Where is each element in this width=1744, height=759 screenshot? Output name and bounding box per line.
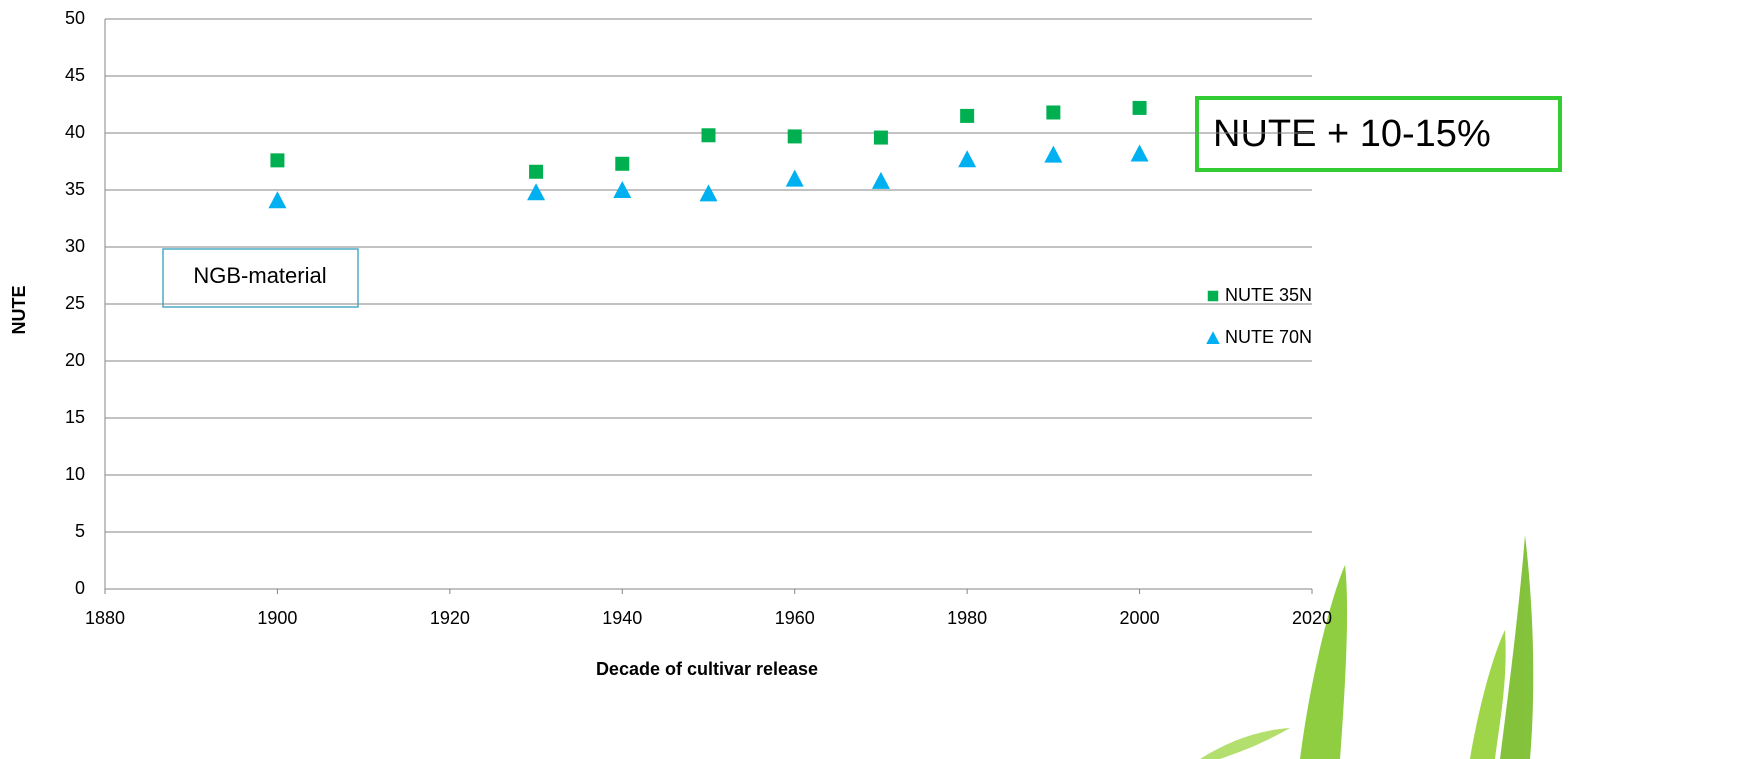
legend-marker bbox=[1208, 291, 1219, 302]
x-axis-title: Decade of cultivar release bbox=[596, 659, 818, 679]
y-axis-title: NUTE bbox=[9, 286, 29, 335]
data-point bbox=[1044, 146, 1062, 163]
leaf-decoration bbox=[1200, 535, 1533, 759]
x-tick-label: 1920 bbox=[430, 608, 470, 628]
data-point bbox=[1046, 105, 1060, 119]
legend-marker bbox=[1206, 331, 1220, 344]
data-point bbox=[700, 184, 718, 201]
data-point bbox=[874, 131, 888, 145]
x-tick-label: 1960 bbox=[775, 608, 815, 628]
data-point bbox=[270, 153, 284, 167]
x-tick-label: 1880 bbox=[85, 608, 125, 628]
y-tick-label: 10 bbox=[65, 464, 85, 484]
data-point bbox=[1133, 101, 1147, 115]
y-tick-label: 40 bbox=[65, 122, 85, 142]
data-point bbox=[788, 129, 802, 143]
y-tick-label: 5 bbox=[75, 521, 85, 541]
y-tick-label: 25 bbox=[65, 293, 85, 313]
chart: NUTE Decade of cultivar release NGB-mate… bbox=[0, 0, 1744, 759]
x-tick-label: 2000 bbox=[1120, 608, 1160, 628]
y-tick-label: 35 bbox=[65, 179, 85, 199]
x-tick-label: 1900 bbox=[257, 608, 297, 628]
data-point bbox=[527, 183, 545, 200]
legend-label: NUTE 70N bbox=[1225, 327, 1312, 347]
y-tick-label: 20 bbox=[65, 350, 85, 370]
legend-label: NUTE 35N bbox=[1225, 285, 1312, 305]
x-tick-label: 1940 bbox=[602, 608, 642, 628]
data-point bbox=[268, 191, 286, 208]
y-tick-label: 30 bbox=[65, 236, 85, 256]
x-tick-label: 2020 bbox=[1292, 608, 1332, 628]
data-point bbox=[529, 165, 543, 179]
data-point bbox=[872, 172, 890, 189]
page: NUTE Decade of cultivar release NGB-mate… bbox=[0, 0, 1744, 759]
y-tick-label: 0 bbox=[75, 578, 85, 598]
y-tick-label: 15 bbox=[65, 407, 85, 427]
annotation: NUTE + 10-15% bbox=[1213, 113, 1491, 155]
y-tick-label: 50 bbox=[65, 8, 85, 28]
y-tick-label: 45 bbox=[65, 65, 85, 85]
data-point bbox=[702, 128, 716, 142]
data-point bbox=[615, 157, 629, 171]
x-tick-label: 1980 bbox=[947, 608, 987, 628]
data-point bbox=[1131, 145, 1149, 162]
data-point bbox=[786, 170, 804, 187]
data-point bbox=[958, 150, 976, 167]
annotation: NGB-material bbox=[193, 263, 326, 288]
data-point bbox=[960, 109, 974, 123]
